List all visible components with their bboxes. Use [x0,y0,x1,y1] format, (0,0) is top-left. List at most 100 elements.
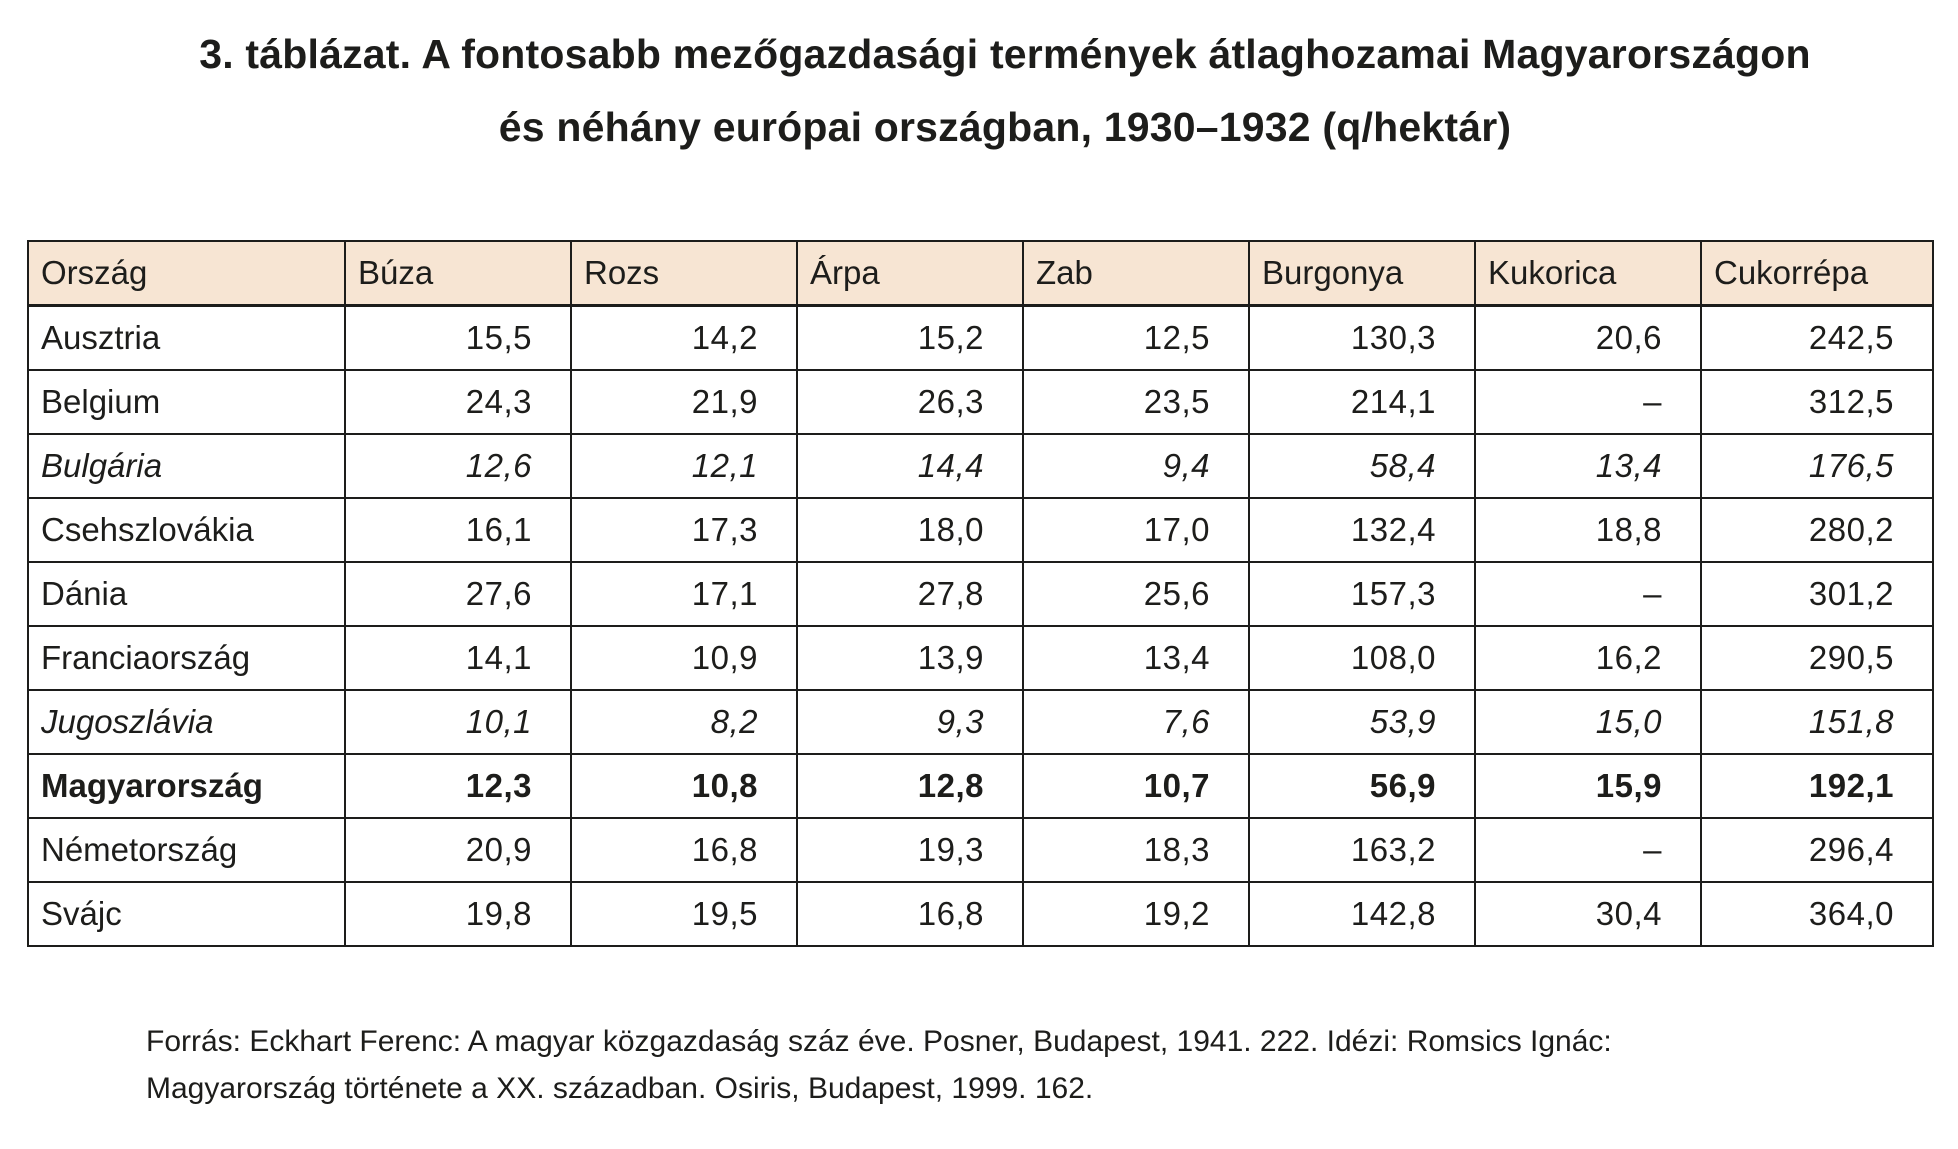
source-line-1: Forrás: Eckhart Ferenc: A magyar közgazd… [146,1025,1612,1058]
value-cell: 290,5 [1700,625,1934,691]
value-cell: 16,8 [796,881,1024,947]
value-cell: 18,0 [796,497,1024,563]
table-row: Ausztria 15,5 14,2 15,2 12,5 130,3 20,6 242,5 [27,304,1934,371]
value-cell: 18,3 [1022,817,1250,883]
value-cell: 21,9 [570,369,798,435]
country-cell: Jugoszlávia [27,689,346,755]
value-cell: 17,0 [1022,497,1250,563]
value-cell: 19,8 [344,881,572,947]
value-cell: 108,0 [1248,625,1476,691]
value-cell: – [1474,817,1702,883]
value-cell: 364,0 [1700,881,1934,947]
value-cell: 142,8 [1248,881,1476,947]
value-cell: 15,0 [1474,689,1702,755]
value-cell: 12,1 [570,433,798,499]
value-cell: 14,1 [344,625,572,691]
column-header-oats: Zab [1022,240,1250,307]
value-cell: 14,4 [796,433,1024,499]
value-cell: 242,5 [1700,304,1934,371]
value-cell: 14,2 [570,304,798,371]
value-cell: 16,8 [570,817,798,883]
value-cell: 20,6 [1474,304,1702,371]
value-cell: 13,4 [1474,433,1702,499]
title-line-2: és néhány európai országban, 1930–1932 (… [498,104,1512,150]
table-row: Franciaország 14,1 10,9 13,9 13,4 108,0 16,2 29… [27,625,1934,691]
value-cell: 10,7 [1022,753,1250,819]
value-cell: 192,1 [1700,753,1934,819]
value-cell: 17,1 [570,561,798,627]
source-line-2: Magyarország története a XX. században. … [146,1072,1094,1105]
value-cell: 12,3 [344,753,572,819]
column-header-sugar-beet: Cukorrépa [1700,240,1934,307]
value-cell: 10,8 [570,753,798,819]
column-header-rye: Rozs [570,240,798,307]
value-cell: 13,4 [1022,625,1250,691]
column-header-maize: Kukorica [1474,240,1702,307]
title-line-1: 3. táblázat. A fontosabb mezőgazdasági t… [199,31,1811,77]
value-cell: 16,1 [344,497,572,563]
table-body: Ausztria 15,5 14,2 15,2 12,5 130,3 20,6 242,5 Be… [27,304,1934,947]
value-cell: 16,2 [1474,625,1702,691]
column-header-potato: Burgonya [1248,240,1476,307]
value-cell: 19,2 [1022,881,1250,947]
country-cell: Dánia [27,561,346,627]
value-cell: 8,2 [570,689,798,755]
value-cell: 26,3 [796,369,1024,435]
table-row: Németország 20,9 16,8 19,3 18,3 163,2–296,4 [27,817,1934,883]
country-cell: Franciaország [27,625,346,691]
value-cell: 12,6 [344,433,572,499]
country-cell: Ausztria [27,304,346,371]
source-note: Forrás: Eckhart Ferenc: A magyar közgazd… [146,1018,1612,1112]
country-cell: Csehszlovákia [27,497,346,563]
table-row: Svájc 19,8 19,5 16,8 19,2 142,8 30,4 364,0 [27,881,1934,947]
value-cell: 12,5 [1022,304,1250,371]
value-cell: 301,2 [1700,561,1934,627]
value-cell: 9,3 [796,689,1024,755]
value-cell: 19,3 [796,817,1024,883]
header-row: Ország Búza Rozs Árpa Zab Burgonya Kukor… [27,240,1934,307]
value-cell: 17,3 [570,497,798,563]
value-cell: 214,1 [1248,369,1476,435]
column-header-country: Ország [27,240,346,307]
table-title: 3. táblázat. A fontosabb mezőgazdasági t… [0,18,1958,164]
value-cell: 10,1 [344,689,572,755]
value-cell: 15,9 [1474,753,1702,819]
table-row: Jugoszlávia 10,1 8,2 9,3 7,6 53,9 15,0 151,8 [27,689,1934,755]
table-row: Bulgária 12,6 12,1 14,4 9,4 58,4 13,4 176,5 [27,433,1934,499]
value-cell: 296,4 [1700,817,1934,883]
value-cell: 312,5 [1700,369,1934,435]
value-cell: 280,2 [1700,497,1934,563]
column-header-barley: Árpa [796,240,1024,307]
value-cell: 30,4 [1474,881,1702,947]
table-row: Magyarország 12,3 10,8 12,8 10,7 56,9 15,9 192,… [27,753,1934,819]
value-cell: 130,3 [1248,304,1476,371]
value-cell: 27,6 [344,561,572,627]
value-cell: 23,5 [1022,369,1250,435]
country-cell: Svájc [27,881,346,947]
value-cell: 53,9 [1248,689,1476,755]
value-cell: – [1474,561,1702,627]
value-cell: 7,6 [1022,689,1250,755]
value-cell: 9,4 [1022,433,1250,499]
value-cell: 25,6 [1022,561,1250,627]
value-cell: 56,9 [1248,753,1476,819]
country-cell: Németország [27,817,346,883]
value-cell: 13,9 [796,625,1024,691]
value-cell: 176,5 [1700,433,1934,499]
country-cell: Magyarország [27,753,346,819]
value-cell: 132,4 [1248,497,1476,563]
value-cell: 163,2 [1248,817,1476,883]
value-cell: 15,5 [344,304,572,371]
value-cell: 15,2 [796,304,1024,371]
value-cell: 24,3 [344,369,572,435]
country-cell: Bulgária [27,433,346,499]
value-cell: – [1474,369,1702,435]
value-cell: 12,8 [796,753,1024,819]
table-row: Belgium 24,3 21,9 26,3 23,5 214,1–312,5 [27,369,1934,435]
value-cell: 27,8 [796,561,1024,627]
table-row: Csehszlovákia 16,1 17,3 18,0 17,0 132,4 18,8 28… [27,497,1934,563]
country-cell: Belgium [27,369,346,435]
value-cell: 18,8 [1474,497,1702,563]
value-cell: 20,9 [344,817,572,883]
value-cell: 151,8 [1700,689,1934,755]
